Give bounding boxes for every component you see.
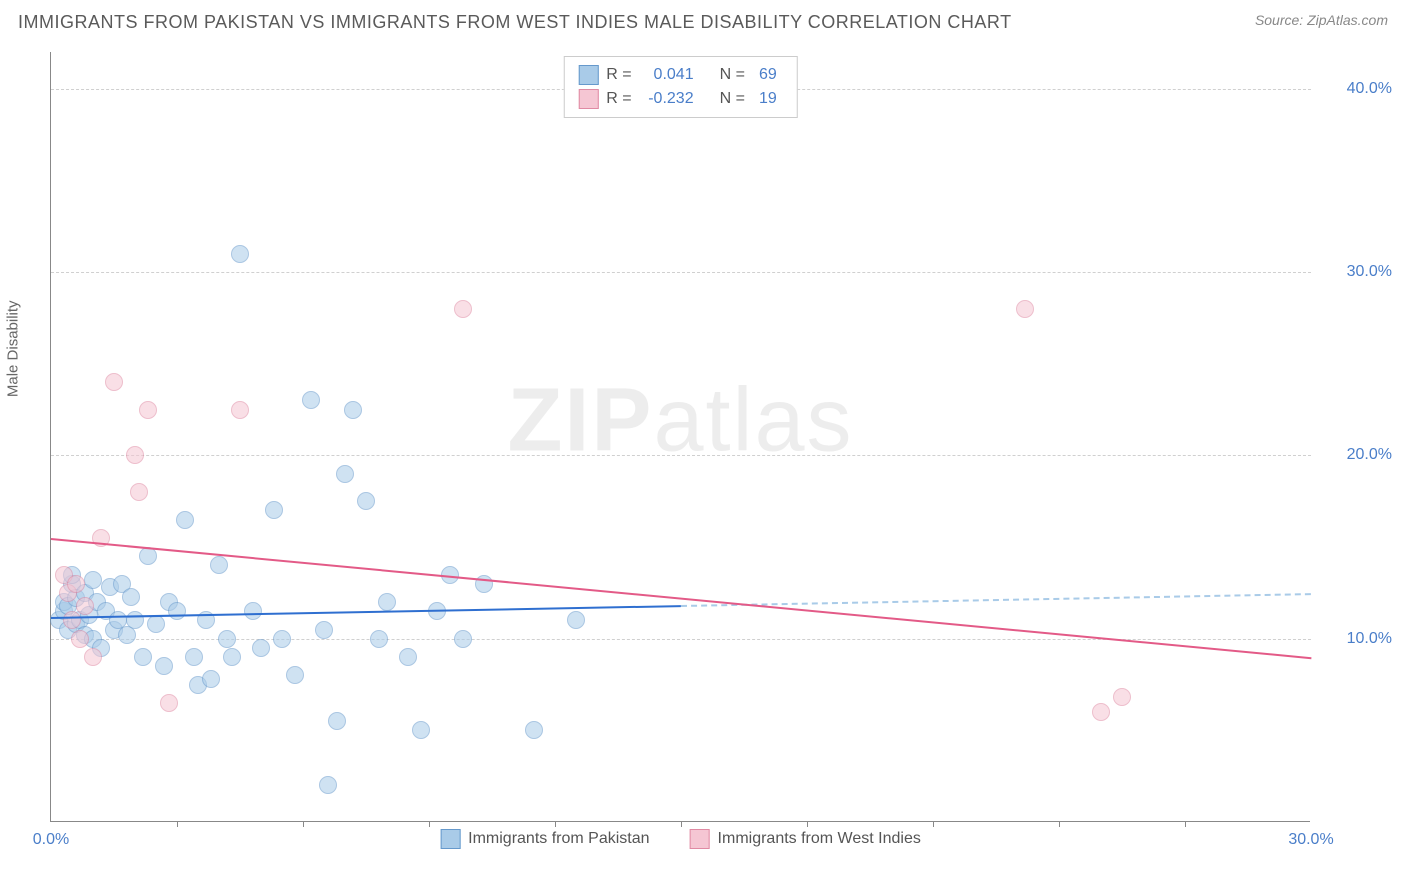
y-tick-label: 40.0% xyxy=(1322,80,1392,98)
data-point xyxy=(244,602,262,620)
y-axis-label: Male Disability xyxy=(5,300,22,397)
x-tick-label-max: 30.0% xyxy=(1288,831,1333,849)
data-point xyxy=(185,648,203,666)
chart-title: IMMIGRANTS FROM PAKISTAN VS IMMIGRANTS F… xyxy=(18,12,1012,33)
x-tick xyxy=(807,821,808,827)
legend-item: Immigrants from West Indies xyxy=(690,829,921,849)
x-tick-label-min: 0.0% xyxy=(33,831,69,849)
data-point xyxy=(202,670,220,688)
data-point xyxy=(160,694,178,712)
data-point xyxy=(122,588,140,606)
data-point xyxy=(168,602,186,620)
data-point xyxy=(210,556,228,574)
data-point xyxy=(223,648,241,666)
data-point xyxy=(265,501,283,519)
grid-line xyxy=(51,455,1311,456)
data-point xyxy=(176,511,194,529)
legend-swatch xyxy=(578,89,598,109)
x-tick xyxy=(429,821,430,827)
data-point xyxy=(147,615,165,633)
r-label: R = xyxy=(606,63,631,87)
data-point xyxy=(273,630,291,648)
legend-label: Immigrants from Pakistan xyxy=(468,830,649,848)
data-point xyxy=(134,648,152,666)
data-point xyxy=(286,666,304,684)
r-value: 0.041 xyxy=(640,63,700,87)
data-point xyxy=(155,657,173,675)
legend-swatch xyxy=(578,65,598,85)
header: IMMIGRANTS FROM PAKISTAN VS IMMIGRANTS F… xyxy=(0,0,1406,39)
data-point xyxy=(84,648,102,666)
data-point xyxy=(454,300,472,318)
n-label: N = xyxy=(720,87,745,111)
data-point xyxy=(336,465,354,483)
y-tick-label: 30.0% xyxy=(1322,263,1392,281)
legend-series: Immigrants from Pakistan Immigrants from … xyxy=(440,829,921,849)
trend-line xyxy=(51,605,681,619)
data-point xyxy=(399,648,417,666)
x-tick xyxy=(1059,821,1060,827)
r-label: R = xyxy=(606,87,631,111)
x-tick xyxy=(177,821,178,827)
data-point xyxy=(302,391,320,409)
data-point xyxy=(130,483,148,501)
data-point xyxy=(319,776,337,794)
y-tick-label: 10.0% xyxy=(1322,630,1392,648)
x-tick xyxy=(681,821,682,827)
legend-row: R = 0.041 N = 69 xyxy=(578,63,782,87)
data-point xyxy=(412,721,430,739)
data-point xyxy=(231,401,249,419)
data-point xyxy=(218,630,236,648)
data-point xyxy=(357,492,375,510)
legend-swatch xyxy=(440,829,460,849)
legend-item: Immigrants from Pakistan xyxy=(440,829,649,849)
x-tick xyxy=(933,821,934,827)
y-tick-label: 20.0% xyxy=(1322,446,1392,464)
data-point xyxy=(328,712,346,730)
data-point xyxy=(139,547,157,565)
data-point xyxy=(454,630,472,648)
plot-area: ZIPatlas Male Disability 10.0%20.0%30.0%… xyxy=(50,52,1310,822)
grid-line xyxy=(51,272,1311,273)
data-point xyxy=(231,245,249,263)
data-point xyxy=(1016,300,1034,318)
r-value: -0.232 xyxy=(640,87,700,111)
source-attribution: Source: ZipAtlas.com xyxy=(1255,12,1388,28)
data-point xyxy=(344,401,362,419)
data-point xyxy=(525,721,543,739)
data-point xyxy=(1113,688,1131,706)
data-point xyxy=(139,401,157,419)
data-point xyxy=(126,446,144,464)
n-value: 19 xyxy=(753,87,783,111)
x-tick xyxy=(303,821,304,827)
data-point xyxy=(67,575,85,593)
x-tick xyxy=(555,821,556,827)
data-point xyxy=(567,611,585,629)
n-value: 69 xyxy=(753,63,783,87)
chart-container: ZIPatlas Male Disability 10.0%20.0%30.0%… xyxy=(50,52,1390,852)
data-point xyxy=(84,571,102,589)
data-point xyxy=(63,611,81,629)
data-point xyxy=(126,611,144,629)
legend-label: Immigrants from West Indies xyxy=(718,830,921,848)
trend-line xyxy=(681,593,1311,607)
data-point xyxy=(370,630,388,648)
data-point xyxy=(315,621,333,639)
data-point xyxy=(252,639,270,657)
data-point xyxy=(76,597,94,615)
data-point xyxy=(1092,703,1110,721)
x-tick xyxy=(1185,821,1186,827)
data-point xyxy=(105,373,123,391)
data-point xyxy=(378,593,396,611)
legend-correlation: R = 0.041 N = 69 R = -0.232 N = 19 xyxy=(563,56,797,118)
legend-row: R = -0.232 N = 19 xyxy=(578,87,782,111)
legend-swatch xyxy=(690,829,710,849)
data-point xyxy=(71,630,89,648)
watermark: ZIPatlas xyxy=(507,370,853,473)
n-label: N = xyxy=(720,63,745,87)
